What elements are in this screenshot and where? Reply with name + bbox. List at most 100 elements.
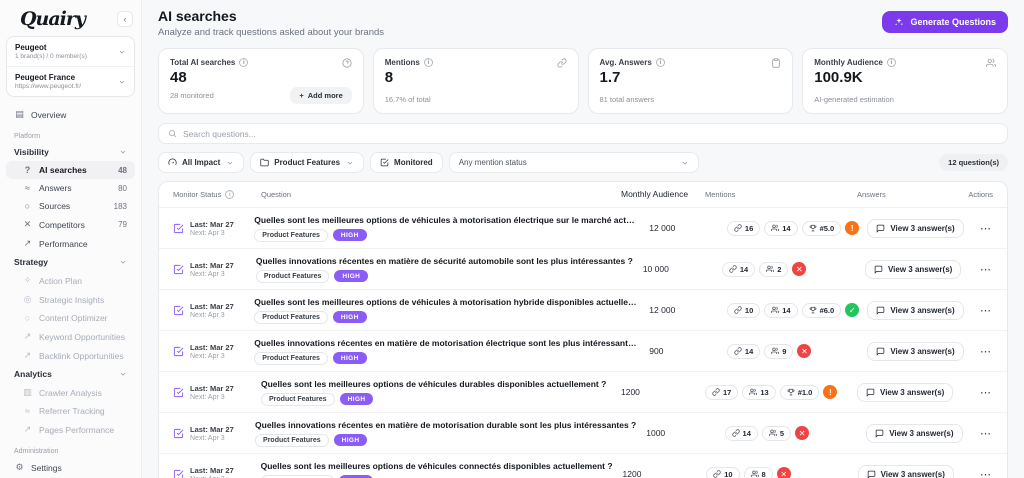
links-count-pill[interactable]: 17: [705, 384, 739, 400]
view-answers-button[interactable]: View 3 answer(s): [864, 259, 962, 279]
rank-pill[interactable]: #5.0: [801, 220, 842, 236]
sidebar-item[interactable]: ✕ Competitors 79: [6, 215, 135, 234]
users-count-pill[interactable]: 9: [764, 343, 794, 359]
monitored-check-icon[interactable]: [173, 346, 184, 357]
question-text[interactable]: Quelles innovations récentes en matière …: [255, 419, 637, 430]
sidebar-group-header[interactable]: Strategy: [6, 253, 135, 271]
links-count-pill[interactable]: 10: [726, 302, 761, 318]
generate-questions-button[interactable]: Generate Questions: [882, 11, 1008, 33]
card-subtext: 16.7% of total: [384, 95, 431, 104]
brand-selector[interactable]: Peugeot France https://www.peugeot.fr/: [7, 67, 134, 96]
sidebar-item[interactable]: ↗ Performance: [6, 234, 135, 253]
last-run-date: Last: Mar 27: [190, 424, 234, 434]
question-text[interactable]: Quelles sont les meilleures options de v…: [254, 214, 640, 225]
view-answers-button[interactable]: View 3 answer(s): [866, 423, 963, 443]
workspace-selector[interactable]: Peugeot 1 brand(s) / 0 member(s): [7, 37, 134, 66]
sidebar-item[interactable]: ◎ Strategic Insights: [6, 290, 135, 309]
monitored-check-icon[interactable]: [173, 305, 184, 316]
links-count-pill[interactable]: 14: [724, 425, 758, 441]
chevron-down-icon: [119, 370, 127, 378]
category-tag: Product Features: [254, 351, 328, 365]
row-actions-button[interactable]: [978, 302, 993, 319]
sidebar-item[interactable]: ≈ Answers 80: [6, 179, 135, 197]
sidebar-collapse-button[interactable]: ‹: [117, 11, 133, 27]
view-answers-button[interactable]: View 3 answer(s): [867, 341, 964, 361]
next-run-date: Next: Apr 3: [190, 393, 225, 401]
sidebar-item[interactable]: ○ Content Optimizer: [6, 309, 135, 327]
row-actions-button[interactable]: [978, 343, 993, 360]
search-input[interactable]: [183, 128, 998, 139]
monitored-check-icon[interactable]: [173, 428, 184, 439]
sidebar-item[interactable]: ↗ Backlink Opportunities: [6, 346, 135, 365]
sidebar-group-header[interactable]: Analytics: [6, 365, 135, 383]
monitored-check-icon[interactable]: [173, 264, 184, 275]
links-count-pill[interactable]: 14: [721, 261, 756, 277]
row-actions-button[interactable]: [978, 384, 993, 401]
sidebar-item[interactable]: ▥ Crawler Analysis: [6, 383, 135, 402]
mention-status-select[interactable]: Any mention status: [448, 152, 699, 173]
rank-pill[interactable]: #6.0: [801, 302, 842, 318]
sidebar-item[interactable]: ⚙ Settings: [6, 458, 135, 477]
links-count-pill[interactable]: 10: [706, 466, 740, 478]
question-text[interactable]: Quelles sont les meilleures options de v…: [260, 460, 613, 471]
view-answers-button[interactable]: View 3 answer(s): [867, 300, 964, 320]
sidebar-item-label: AI searches: [39, 165, 87, 175]
sidebar-item[interactable]: ○ Sources 183: [6, 197, 135, 215]
last-run-date: Last: Mar 27: [190, 383, 234, 393]
trophy-icon: [787, 388, 795, 396]
sidebar-item[interactable]: ↗ Keyword Opportunities: [6, 327, 135, 346]
sidebar-item[interactable]: ↗ Pages Performance: [6, 420, 135, 439]
users-count-pill[interactable]: 2: [759, 261, 789, 277]
monitored-check-icon[interactable]: [173, 469, 184, 478]
sidebar-item-icon: ?: [24, 165, 31, 175]
sidebar-item[interactable]: ✧ Action Plan: [6, 271, 135, 290]
sidebar-item-label: Overview: [31, 109, 67, 120]
row-actions-button[interactable]: [978, 261, 993, 278]
links-count-pill[interactable]: 14: [726, 343, 761, 359]
users-count-pill[interactable]: 8: [743, 466, 773, 478]
stat-card-avg-answers: Avg. Answers 1.7 81 total answers: [587, 48, 794, 114]
sidebar-group-items: ? AI searches 48 ≈ Answers 80: [6, 161, 135, 253]
add-more-button[interactable]: + Add more: [290, 87, 352, 104]
links-count: 10: [724, 469, 733, 478]
info-icon: [225, 190, 235, 199]
column-header-answers: Answers: [857, 190, 886, 199]
view-answers-button[interactable]: View 3 answer(s): [867, 218, 964, 238]
users-count-pill[interactable]: 14: [764, 302, 798, 318]
column-header-question: Question: [261, 190, 292, 199]
monitored-check-icon[interactable]: [173, 223, 184, 234]
users-count-pill[interactable]: 14: [764, 220, 798, 236]
row-actions-button[interactable]: [978, 466, 993, 478]
mention-status-badge: ✕: [776, 467, 791, 478]
category-filter[interactable]: Product Features: [250, 152, 365, 173]
mention-status-glyph: ✕: [780, 469, 788, 478]
view-answers-button[interactable]: View 3 answer(s): [857, 382, 954, 402]
trophy-icon: [809, 306, 817, 314]
impact-filter-label: All Impact: [182, 158, 221, 167]
sidebar-group-header[interactable]: Visibility: [6, 143, 135, 161]
question-text[interactable]: Quelles sont les meilleures options de v…: [254, 296, 640, 307]
sidebar-item-overview[interactable]: ▤ Overview: [6, 105, 135, 124]
sidebar-item[interactable]: ? AI searches 48: [6, 161, 135, 179]
monitored-filter[interactable]: Monitored: [370, 152, 443, 173]
info-icon: [423, 58, 433, 67]
question-text[interactable]: Quelles sont les meilleures options de v…: [261, 378, 607, 389]
sidebar-item-icon: ↗: [23, 331, 32, 341]
users-count-pill[interactable]: 13: [742, 384, 776, 400]
question-text[interactable]: Quelles innovations récentes en matière …: [254, 337, 640, 348]
rank-pill[interactable]: #1.0: [779, 384, 820, 400]
next-run-date: Next: Apr 3: [190, 229, 225, 237]
links-count-pill[interactable]: 16: [726, 220, 761, 236]
impact-filter[interactable]: All Impact: [158, 152, 245, 173]
chevron-down-icon: [119, 148, 127, 156]
question-text[interactable]: Quelles innovations récentes en matière …: [255, 255, 633, 266]
users-count-pill[interactable]: 5: [761, 425, 792, 441]
chat-bubble-icon: [866, 388, 875, 397]
view-answers-button[interactable]: View 3 answer(s): [857, 464, 954, 478]
row-actions-button[interactable]: [978, 425, 993, 442]
monitored-check-icon[interactable]: [173, 387, 184, 398]
sidebar-item[interactable]: ≈ Referrer Tracking: [6, 402, 135, 420]
row-actions-button[interactable]: [978, 220, 993, 237]
users-icon: [768, 429, 777, 437]
chevron-down-icon: [226, 159, 234, 167]
